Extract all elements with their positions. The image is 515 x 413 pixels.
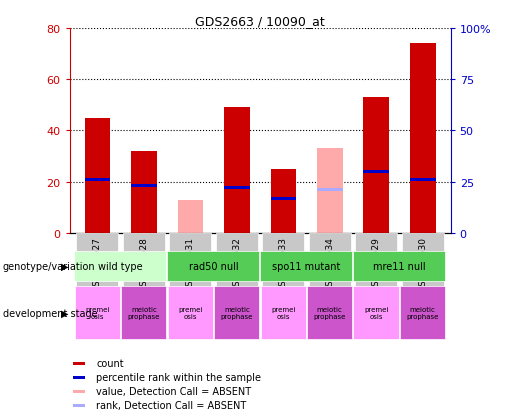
- Bar: [402, 233, 443, 293]
- Text: premei
osis: premei osis: [364, 306, 388, 319]
- Text: meiotic
prophase: meiotic prophase: [406, 306, 439, 319]
- Text: development stage: development stage: [3, 308, 97, 318]
- Bar: [73, 390, 85, 393]
- Bar: [77, 233, 118, 293]
- Text: rank, Detection Call = ABSENT: rank, Detection Call = ABSENT: [96, 400, 247, 410]
- Bar: [131, 185, 157, 188]
- Text: meiotic
prophase: meiotic prophase: [314, 306, 346, 319]
- Text: GSM153630: GSM153630: [418, 236, 427, 291]
- Bar: [73, 376, 85, 379]
- Text: rad50 null: rad50 null: [189, 261, 238, 271]
- Bar: [410, 179, 436, 182]
- Bar: [224, 187, 250, 190]
- Bar: [270, 197, 296, 200]
- Text: premei
osis: premei osis: [271, 306, 296, 319]
- Bar: [353, 252, 445, 281]
- Text: GSM153634: GSM153634: [325, 236, 334, 291]
- Text: GSM153627: GSM153627: [93, 236, 102, 291]
- Bar: [353, 286, 399, 339]
- Bar: [263, 233, 304, 293]
- Bar: [167, 252, 259, 281]
- Text: premei
osis: premei osis: [178, 306, 202, 319]
- Bar: [364, 171, 389, 173]
- Text: count: count: [96, 358, 124, 368]
- Bar: [317, 149, 342, 233]
- Bar: [355, 233, 397, 293]
- Title: GDS2663 / 10090_at: GDS2663 / 10090_at: [195, 15, 325, 28]
- Text: ▶: ▶: [61, 261, 68, 271]
- Bar: [74, 252, 166, 281]
- Text: meiotic
prophase: meiotic prophase: [220, 306, 253, 319]
- Bar: [121, 286, 166, 339]
- Text: mre11 null: mre11 null: [373, 261, 426, 271]
- Bar: [260, 252, 352, 281]
- Bar: [224, 108, 250, 233]
- Bar: [317, 189, 342, 192]
- Bar: [169, 233, 211, 293]
- Text: GSM153628: GSM153628: [140, 236, 148, 291]
- Text: genotype/variation: genotype/variation: [3, 261, 95, 271]
- Text: GSM153631: GSM153631: [186, 236, 195, 291]
- Bar: [216, 233, 258, 293]
- Bar: [167, 286, 213, 339]
- Bar: [75, 286, 119, 339]
- Bar: [309, 233, 351, 293]
- Text: value, Detection Call = ABSENT: value, Detection Call = ABSENT: [96, 386, 251, 396]
- Text: GSM153629: GSM153629: [372, 236, 381, 291]
- Bar: [84, 119, 110, 233]
- Bar: [307, 286, 352, 339]
- Bar: [73, 362, 85, 365]
- Text: premei
osis: premei osis: [85, 306, 110, 319]
- Text: ▶: ▶: [61, 308, 68, 318]
- Bar: [123, 233, 165, 293]
- Text: meiotic
prophase: meiotic prophase: [128, 306, 160, 319]
- Text: percentile rank within the sample: percentile rank within the sample: [96, 373, 261, 382]
- Text: wild type: wild type: [98, 261, 143, 271]
- Bar: [261, 286, 305, 339]
- Text: GSM153633: GSM153633: [279, 236, 288, 291]
- Bar: [270, 169, 296, 233]
- Bar: [364, 98, 389, 233]
- Bar: [400, 286, 445, 339]
- Bar: [84, 179, 110, 182]
- Bar: [410, 44, 436, 233]
- Bar: [73, 404, 85, 406]
- Bar: [178, 200, 203, 233]
- Text: spo11 mutant: spo11 mutant: [272, 261, 341, 271]
- Bar: [214, 286, 259, 339]
- Text: GSM153632: GSM153632: [232, 236, 242, 291]
- Bar: [131, 152, 157, 233]
